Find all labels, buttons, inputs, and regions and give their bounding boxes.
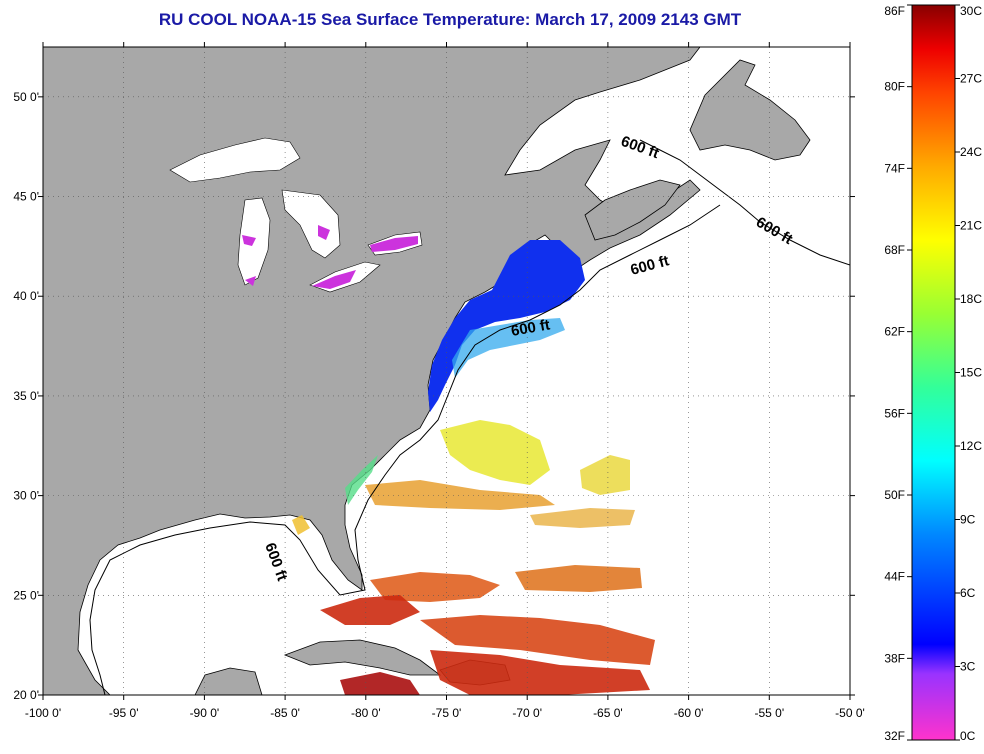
colorbar-c-label: 12C (960, 439, 982, 453)
warm-sst-patches (292, 420, 655, 695)
lon-tick-label: -60 0' (674, 706, 704, 720)
lon-tick-label: -90 0' (190, 706, 220, 720)
colorbar-f-label: 38F (884, 651, 905, 665)
colorbar-c-label: 21C (960, 219, 982, 233)
lake-superior (169, 137, 301, 183)
lon-tick-label: -75 0' (432, 706, 462, 720)
lon-tick-label: -80 0' (351, 706, 381, 720)
colorbar-f-label: 62F (884, 325, 905, 339)
svg-text:600 ft: 600 ft (510, 316, 552, 340)
colorbar-f-label: 32F (884, 729, 905, 743)
600ft-contour-line (89, 139, 850, 695)
colorbar-f-label: 68F (884, 243, 905, 257)
nova-scotia-land (584, 179, 681, 241)
graticule (43, 47, 850, 695)
lon-tick-label: -65 0' (593, 706, 623, 720)
colorbar-c-label: 6C (960, 586, 976, 600)
colorbar-c-label: 27C (960, 72, 982, 86)
lat-tick-label: 30 0' (13, 489, 39, 503)
colorbar-f-label: 86F (884, 4, 905, 18)
colorbar-c-label: 3C (960, 660, 976, 674)
lon-tick-label: -50 0' (835, 706, 865, 720)
colorbar-c-label: 0C (960, 729, 976, 743)
newfoundland-land (689, 59, 811, 161)
colorbar-f-label: 80F (884, 80, 905, 94)
latitude-axis: 20 0' 25 0' 30 0' 35 0' 40 0' 45 0' 50 0' (13, 90, 855, 702)
lon-tick-label: -70 0' (512, 706, 542, 720)
colorbar-c-label: 30C (960, 4, 982, 18)
colorbar-f-label: 56F (884, 406, 905, 420)
lon-tick-label: -55 0' (754, 706, 784, 720)
colorbar-c-label: 9C (960, 513, 976, 527)
colorbar-celsius-labels: 30C 27C 24C 21C 18C 15C 12C 9C 6C 3C 0C (955, 4, 982, 743)
lat-tick-label: 20 0' (13, 688, 39, 702)
lon-tick-label: -95 0' (109, 706, 139, 720)
colorbar-c-label: 24C (960, 145, 982, 159)
colorbar-f-label: 44F (884, 570, 905, 584)
shelf-cold-water (428, 240, 585, 412)
slope-water-cyan (452, 318, 565, 378)
colorbar-c-label: 18C (960, 292, 982, 306)
lat-tick-label: 40 0' (13, 289, 39, 303)
colorbar-fahrenheit-labels: 86F 80F 74F 68F 62F 56F 50F 44F 38F 32F (884, 4, 912, 743)
lat-tick-label: 25 0' (13, 588, 39, 602)
colorbar-c-label: 15C (960, 366, 982, 380)
lon-tick-label: -85 0' (270, 706, 300, 720)
lon-tick-label: -100 0' (25, 706, 61, 720)
colorbar-f-label: 74F (884, 161, 905, 175)
colorbar-f-label: 50F (884, 488, 905, 502)
colorbar (911, 4, 956, 741)
lat-tick-label: 35 0' (13, 389, 39, 403)
lake-huron (281, 189, 341, 259)
lat-tick-label: 50 0' (13, 90, 39, 104)
longitude-axis: -100 0' -95 0' -90 0' -85 0' -80 0' -75 0' -70… (25, 42, 865, 720)
lat-tick-label: 45 0' (13, 190, 39, 204)
map-title: RU COOL NOAA-15 Sea Surface Temperature:… (158, 10, 742, 29)
nearshore-green (345, 455, 378, 505)
yucatan-land (194, 667, 263, 695)
